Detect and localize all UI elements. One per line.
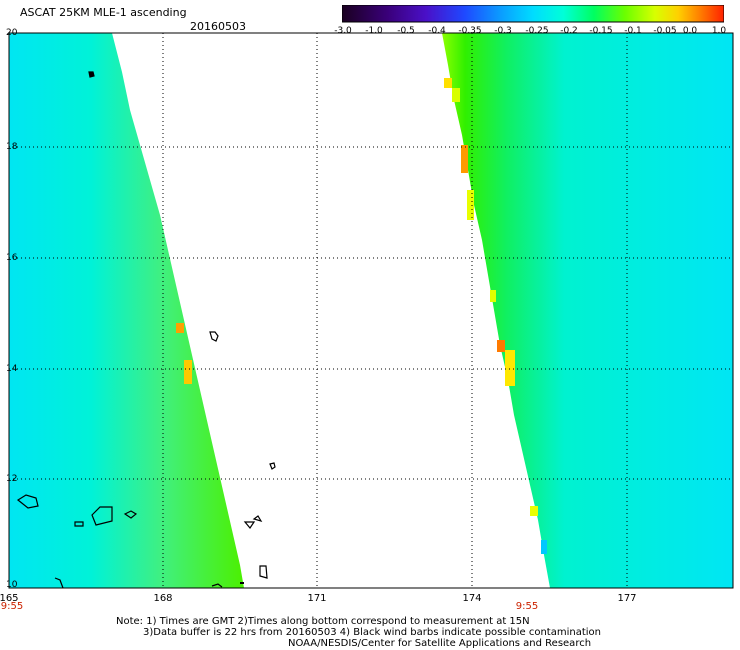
high-value-pixels [176, 78, 547, 554]
lat-label: 10 [6, 580, 18, 590]
color-scale-tick: -0.5 [397, 26, 415, 36]
color-scale-bar [342, 5, 724, 23]
color-scale-tick: -0.3 [494, 26, 512, 36]
plot-frame [8, 32, 734, 589]
product-date: 20160503 [190, 20, 246, 33]
color-scale-tick: -0.05 [653, 26, 677, 36]
pass-time-label: 9:55 [515, 601, 539, 612]
color-scale-tick: -0.35 [458, 26, 482, 36]
lat-label: 20 [6, 28, 18, 38]
color-scale-tick: 0.0 [682, 26, 698, 36]
graticule [9, 33, 733, 588]
color-scale-tick: -0.1 [624, 26, 642, 36]
footer-note-2: 3)Data buffer is 22 hrs from 20160503 4)… [143, 627, 601, 638]
left-swath [9, 33, 244, 588]
coastlines [16, 71, 276, 589]
lon-label: 171 [307, 593, 327, 604]
lat-label: 14 [6, 364, 18, 374]
lat-label: 16 [6, 253, 18, 263]
lon-label: 177 [617, 593, 637, 604]
lon-label: 174 [462, 593, 482, 604]
right-swath [442, 33, 733, 588]
color-scale-tick: 1.0 [711, 26, 727, 36]
lon-label: 165 [0, 593, 19, 604]
lat-label: 12 [6, 474, 18, 484]
color-scale-tick: -0.4 [428, 26, 446, 36]
color-scale-tick: -0.2 [560, 26, 578, 36]
lat-label: 18 [6, 142, 18, 152]
product-title: ASCAT 25KM MLE-1 ascending [20, 6, 187, 19]
color-scale-tick: -0.15 [589, 26, 613, 36]
lon-label: 168 [153, 593, 173, 604]
footer-note-1: Note: 1) Times are GMT 2)Times along bot… [116, 616, 530, 627]
color-scale-tick: -3.0 [334, 26, 352, 36]
pass-time-label: 9:55 [0, 601, 24, 612]
footer-credit: NOAA/NESDIS/Center for Satellite Applica… [288, 638, 592, 649]
color-scale-tick: -1.0 [365, 26, 383, 36]
color-scale-tick: -0.25 [525, 26, 549, 36]
